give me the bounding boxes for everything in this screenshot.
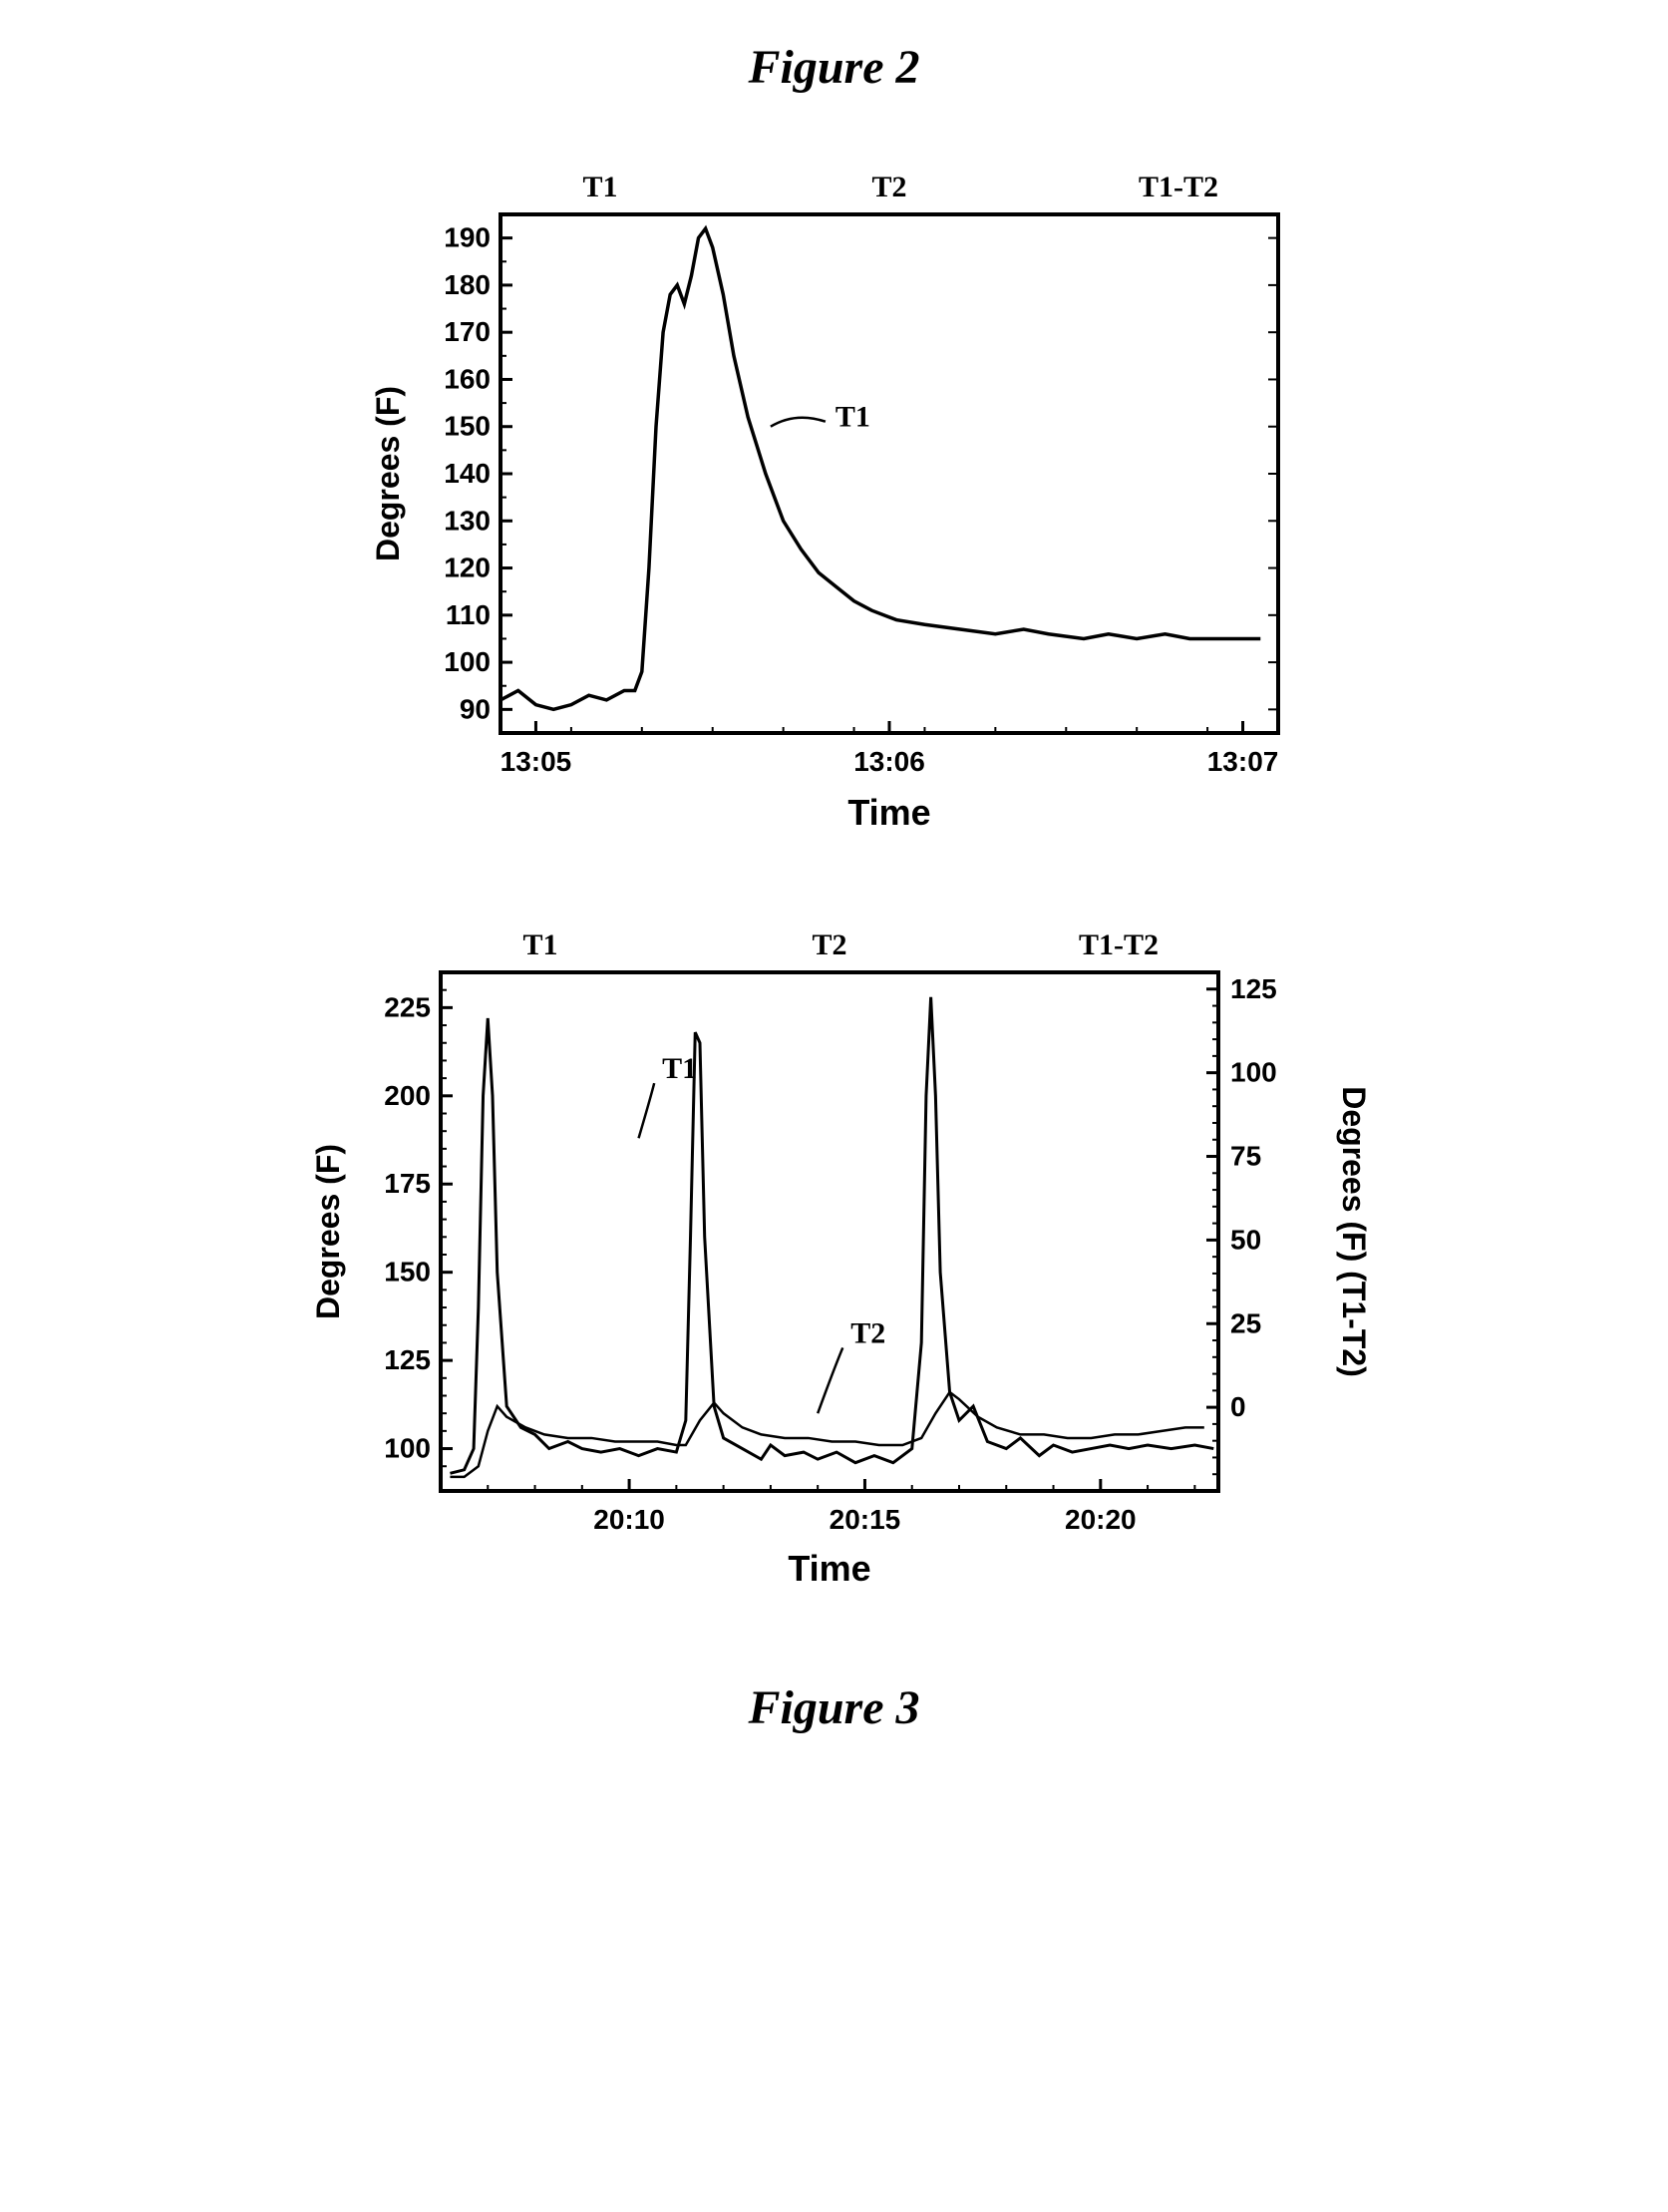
xtick: 13:05 xyxy=(500,746,571,777)
legend-T2: T2 xyxy=(812,928,846,961)
ytick-left: 225 xyxy=(384,991,431,1022)
ytick-right: 125 xyxy=(1230,973,1277,1004)
ytick: 90 xyxy=(459,693,490,724)
xtick: 13:07 xyxy=(1206,746,1278,777)
figure2-title: Figure 2 xyxy=(748,40,919,95)
legend-T1: T1 xyxy=(582,171,617,203)
legend-T2: T2 xyxy=(871,171,906,203)
xtick: 20:15 xyxy=(829,1504,900,1535)
ytick-left: 150 xyxy=(384,1257,431,1288)
ytick: 180 xyxy=(444,269,491,300)
ytick-right: 50 xyxy=(1230,1224,1261,1255)
ytick-left: 175 xyxy=(384,1168,431,1199)
figure3-title: Figure 3 xyxy=(748,1680,919,1735)
ytick: 160 xyxy=(444,363,491,394)
figure3-chart: T1 T2 T1-T2 100 125 150 175 200 225 0 25 50 75 100 125… xyxy=(291,913,1378,1621)
ytick: 110 xyxy=(445,599,490,630)
ytick: 100 xyxy=(444,646,491,677)
ylabel-right: Degrees (F) (T1-T2) xyxy=(1336,1086,1372,1377)
ytick: 170 xyxy=(444,316,491,347)
xlabel: Time xyxy=(788,1548,870,1589)
xlabel: Time xyxy=(847,792,930,833)
xtick: 20:20 xyxy=(1065,1504,1137,1535)
legend-T1-T2: T1-T2 xyxy=(1138,171,1217,203)
legend-T1-T2: T1-T2 xyxy=(1078,928,1158,961)
ytick: 130 xyxy=(444,505,491,536)
xtick: 20:10 xyxy=(593,1504,665,1535)
ytick: 140 xyxy=(444,458,491,489)
figure2-svg: T1 T2 T1-T2 90 100 110 120 130 140 150 160 170 180 19… xyxy=(351,155,1318,853)
figure3-svg: T1 T2 T1-T2 100 125 150 175 200 225 0 25 50 75 100 125… xyxy=(291,913,1378,1621)
figure2-chart: T1 T2 T1-T2 90 100 110 120 130 140 150 160 170 180 19… xyxy=(351,155,1318,853)
ytick: 190 xyxy=(444,222,491,253)
callout-T1: T1 xyxy=(662,1052,697,1085)
legend-T1: T1 xyxy=(522,928,557,961)
ytick-right: 25 xyxy=(1230,1307,1261,1338)
ytick-right: 0 xyxy=(1230,1391,1246,1422)
ylabel-left: Degrees (F) xyxy=(310,1144,346,1319)
ytick: 120 xyxy=(444,553,491,583)
ytick-left: 100 xyxy=(384,1433,431,1464)
ytick-right: 75 xyxy=(1230,1141,1261,1172)
ytick: 150 xyxy=(444,411,491,442)
ytick-left: 125 xyxy=(384,1344,431,1375)
ylabel: Degrees (F) xyxy=(370,386,406,561)
xtick: 13:06 xyxy=(853,746,925,777)
ytick-right: 100 xyxy=(1230,1057,1277,1088)
callout-T1: T1 xyxy=(834,401,869,434)
callout-T2: T2 xyxy=(850,1316,885,1349)
ytick-left: 200 xyxy=(384,1080,431,1111)
